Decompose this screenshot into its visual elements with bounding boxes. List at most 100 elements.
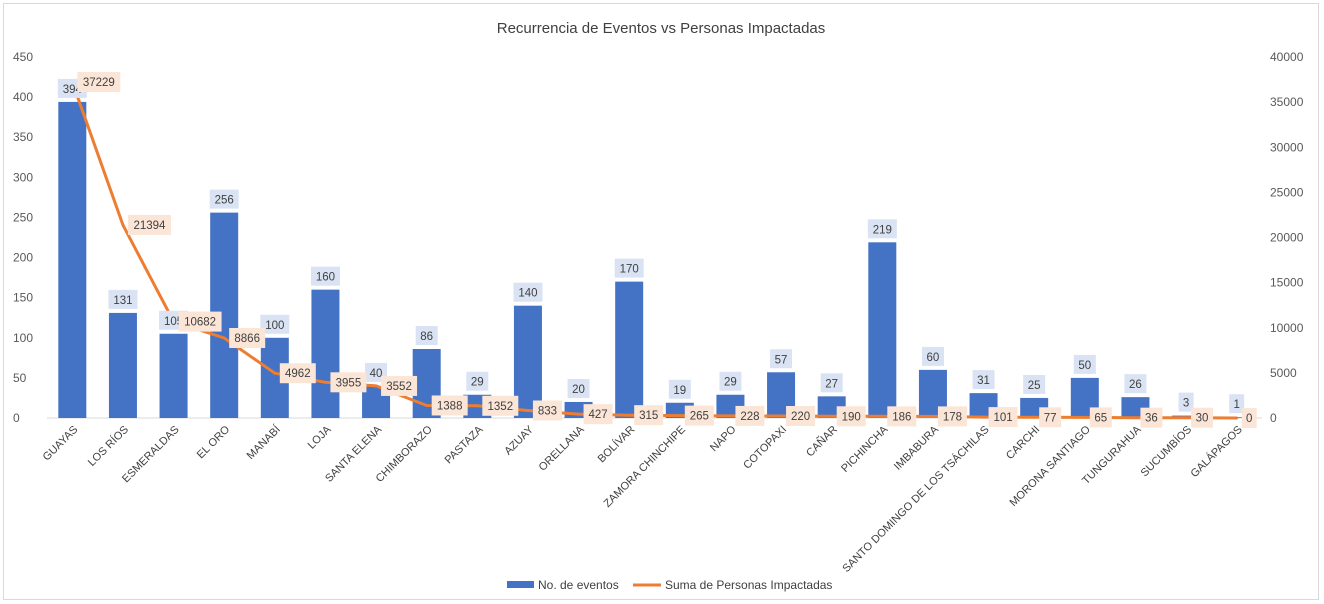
category-label: AZUAY [502, 423, 536, 457]
line-label-box [1140, 407, 1163, 428]
line-point [779, 414, 783, 418]
bar-data-label: 131 [113, 295, 132, 307]
line-point [323, 380, 327, 384]
bar [868, 242, 897, 418]
bar-data-label: 1 [1233, 399, 1239, 411]
left-axis-tick-label: 350 [13, 130, 33, 144]
bar-label-box [108, 289, 138, 309]
line-point [526, 408, 530, 412]
bar-label-box [1124, 374, 1147, 394]
line-data-label: 101 [993, 412, 1012, 424]
line-data-label: 10682 [184, 317, 216, 329]
line-data-label: 37229 [83, 77, 115, 89]
line-point [728, 414, 732, 418]
bar-label-box [668, 379, 691, 399]
bar-series [58, 101, 1251, 419]
bar-label-box [466, 371, 489, 391]
category-label: GUAYAS [41, 424, 81, 464]
line-point [1184, 416, 1188, 420]
line-data-label: 65 [1094, 412, 1107, 424]
left-axis-tick-label: 150 [13, 291, 33, 305]
line-label-box [431, 395, 468, 416]
line-point [374, 384, 378, 388]
line-data-label: 3955 [336, 377, 362, 389]
line-label-box [786, 406, 816, 427]
line-point [121, 223, 125, 227]
left-axis: 0 50 100 150 200 250 300 350 400 450 [13, 50, 33, 425]
bar-data-label: 57 [775, 354, 788, 366]
bar-data-label: 60 [927, 352, 940, 364]
line-point [1083, 415, 1087, 419]
line-data-label: 30 [1196, 413, 1209, 425]
category-label: CAÑAR [803, 423, 839, 459]
category-label: PASTAZA [443, 423, 486, 466]
line-path [70, 81, 1237, 420]
line-label-box [684, 405, 714, 426]
category-label: NAPO [708, 423, 739, 454]
line-label-box [532, 400, 562, 421]
bar-data-label: 25 [1028, 380, 1041, 392]
bar-data-label: 219 [873, 224, 892, 236]
line-point [222, 336, 226, 340]
line-point [931, 414, 935, 418]
line-label-box [1089, 407, 1112, 428]
line-label-box [583, 404, 613, 425]
line-label-box [229, 327, 266, 348]
left-axis-tick-label: 450 [13, 50, 33, 64]
category-label: CARCHI [1004, 424, 1042, 462]
legend-swatch-bars [507, 581, 534, 588]
category-label: GALÁPAGOS [1188, 423, 1245, 480]
line-label-box [937, 406, 967, 427]
line-point [880, 414, 884, 418]
legend-label-bars: No. de eventos [538, 578, 619, 592]
category-label: LOS RÍOS [85, 423, 131, 469]
left-axis-tick-label: 100 [13, 331, 33, 345]
line-label-box [836, 406, 866, 427]
bar-data-label: 86 [420, 331, 433, 343]
line-point [1032, 415, 1036, 419]
line-data-label: 220 [791, 411, 810, 423]
category-label: EL ORO [195, 423, 233, 461]
bar-label-box [614, 258, 644, 278]
line-label-box [330, 372, 367, 393]
bar-data-label: 3 [1183, 398, 1189, 410]
bar-label-box [567, 378, 590, 398]
bar-data-label: 105 [164, 316, 183, 328]
line-data-label: 228 [740, 411, 759, 423]
bar-data-label: 26 [1129, 379, 1142, 391]
line-series [70, 80, 1239, 420]
category-label: LOJA [306, 423, 334, 451]
line-label-box [77, 72, 121, 93]
line-label-box [1241, 408, 1257, 428]
legend: No. de eventos Suma de Personas Impactad… [507, 578, 832, 592]
line-label-box [1191, 407, 1214, 428]
line-label-box [634, 405, 664, 426]
right-axis-tick-label: 10000 [1270, 321, 1304, 335]
line-data-label: 0 [1246, 413, 1252, 425]
chart-frame [3, 3, 1319, 600]
line-label-box [988, 407, 1018, 428]
right-axis-tick-label: 0 [1270, 411, 1277, 425]
line-data-labels: 37229 21394 10682 8866 4962 3955 3552 1388 1352 8… [77, 72, 1257, 428]
left-axis-tick-label: 300 [13, 170, 33, 184]
right-axis-tick-label: 30000 [1270, 140, 1304, 154]
line-data-label: 315 [639, 410, 658, 422]
bar-data-label: 100 [265, 320, 284, 332]
line-data-label: 3552 [386, 381, 412, 393]
line-label-box [482, 395, 519, 416]
bar-data-label: 140 [518, 288, 537, 300]
right-axis-tick-label: 25000 [1270, 185, 1304, 199]
line-data-label: 265 [690, 411, 709, 423]
line-data-label: 77 [1044, 412, 1057, 424]
line-label-box [735, 405, 765, 426]
category-label: ORELLANA [537, 423, 587, 473]
left-axis-tick-label: 200 [13, 251, 33, 265]
category-label: PICHINCHA [839, 423, 891, 475]
bar-data-label: 170 [620, 264, 639, 276]
category-label: BOLÍVAR [595, 423, 637, 465]
bar [58, 101, 87, 419]
line-point [577, 412, 581, 416]
line-label-box [1039, 407, 1062, 428]
